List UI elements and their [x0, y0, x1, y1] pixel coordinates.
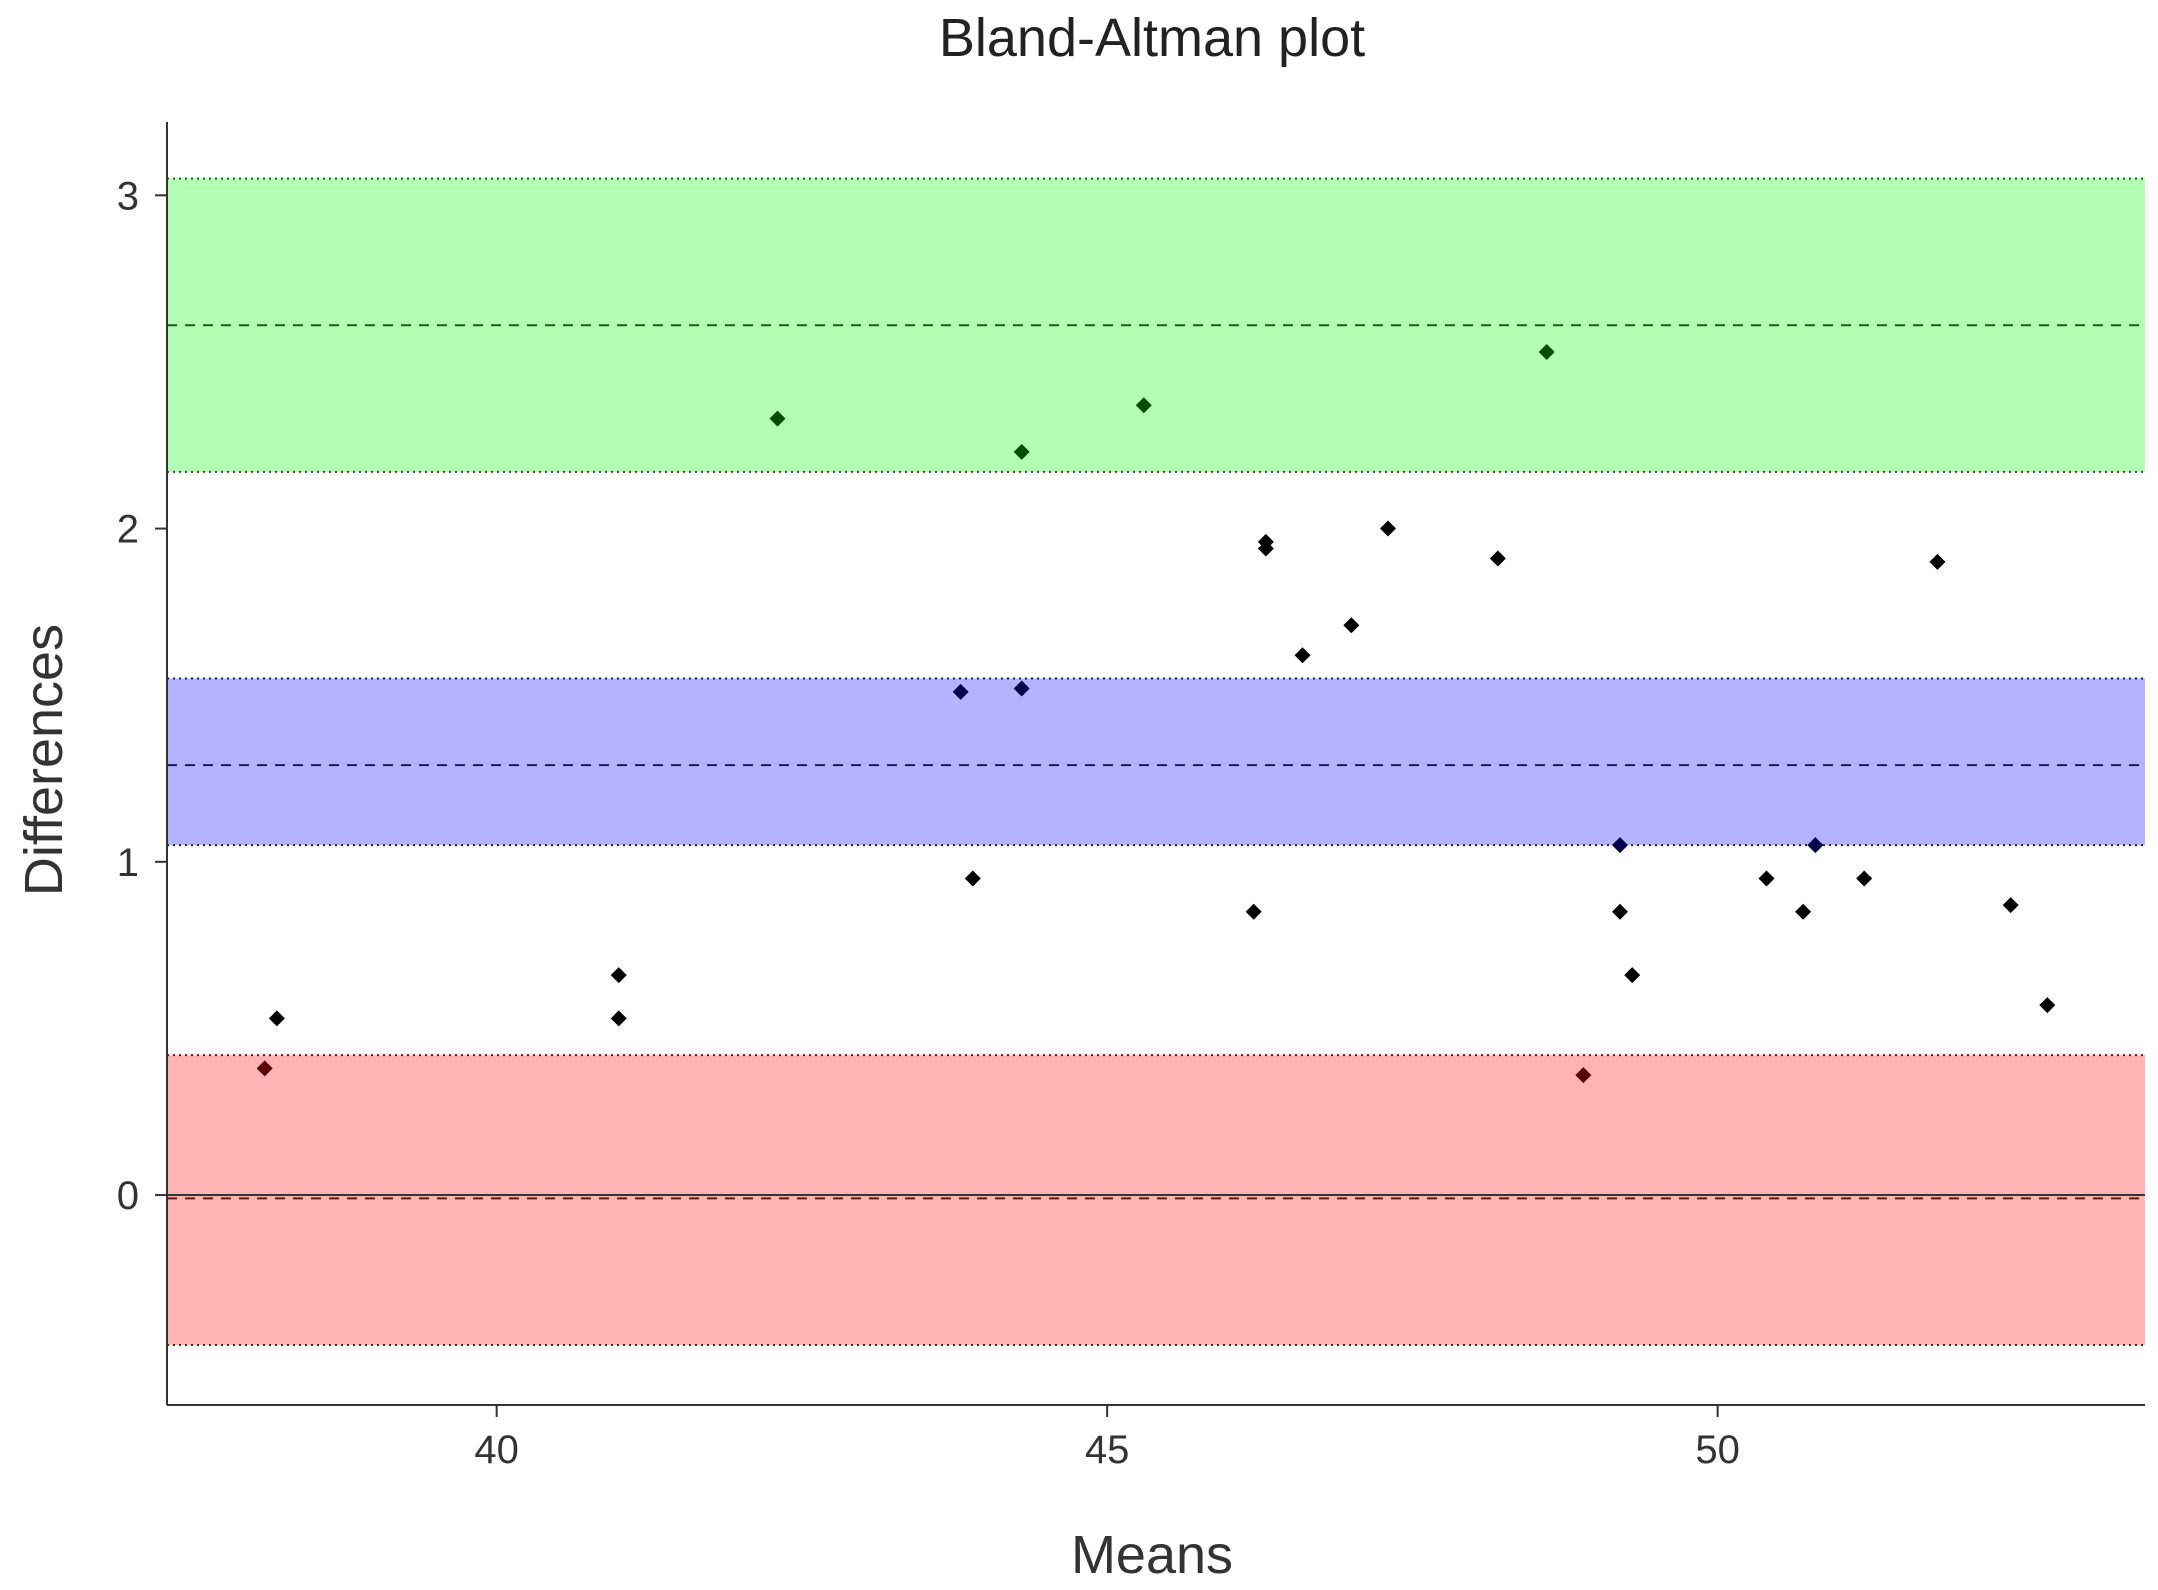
data-point — [1624, 967, 1641, 984]
data-point — [1856, 870, 1873, 887]
data-point — [268, 1010, 285, 1027]
data-point — [610, 1010, 627, 1027]
points-layer — [256, 343, 2056, 1084]
data-point — [1245, 903, 1262, 920]
y-tick-label: 0 — [117, 1174, 139, 1218]
data-point — [1135, 397, 1152, 414]
y-tick-label: 1 — [117, 841, 139, 885]
x-tick-label: 40 — [474, 1428, 519, 1472]
ticks-layer: 40 45 50 0 1 2 3 — [117, 174, 1740, 1472]
data-point — [1489, 550, 1506, 567]
data-point — [1807, 837, 1824, 854]
data-point — [769, 410, 786, 427]
data-point — [1257, 540, 1274, 557]
data-point — [610, 967, 627, 984]
data-point — [1929, 553, 1946, 570]
y-tick-label: 2 — [117, 508, 139, 552]
chart-title: Bland-Altman plot — [939, 8, 1365, 68]
data-point — [1013, 680, 1030, 697]
data-point — [964, 870, 981, 887]
x-tick-label: 45 — [1085, 1428, 1130, 1472]
data-point — [2002, 897, 2019, 914]
data-point — [2039, 997, 2056, 1014]
data-point — [1294, 647, 1311, 664]
mean-difference-ci-band — [167, 678, 2145, 846]
data-point — [1611, 903, 1628, 920]
data-point — [1343, 617, 1360, 634]
data-point — [1758, 870, 1775, 887]
x-tick-label: 50 — [1695, 1428, 1740, 1472]
band-layer — [167, 178, 2145, 1346]
y-tick-label: 3 — [117, 174, 139, 218]
lower-limit-ci-band — [167, 1055, 2145, 1346]
data-point — [952, 683, 969, 700]
data-point — [1611, 837, 1628, 854]
data-point — [1575, 1067, 1592, 1084]
x-axis-label: Means — [1071, 1525, 1233, 1585]
data-point — [1379, 520, 1396, 537]
data-point — [1013, 443, 1030, 460]
reference-lines-layer — [167, 177, 2145, 1347]
data-point — [1538, 343, 1555, 360]
data-point — [256, 1060, 273, 1077]
data-point — [1795, 903, 1812, 920]
y-axis-label: Differences — [14, 624, 74, 896]
